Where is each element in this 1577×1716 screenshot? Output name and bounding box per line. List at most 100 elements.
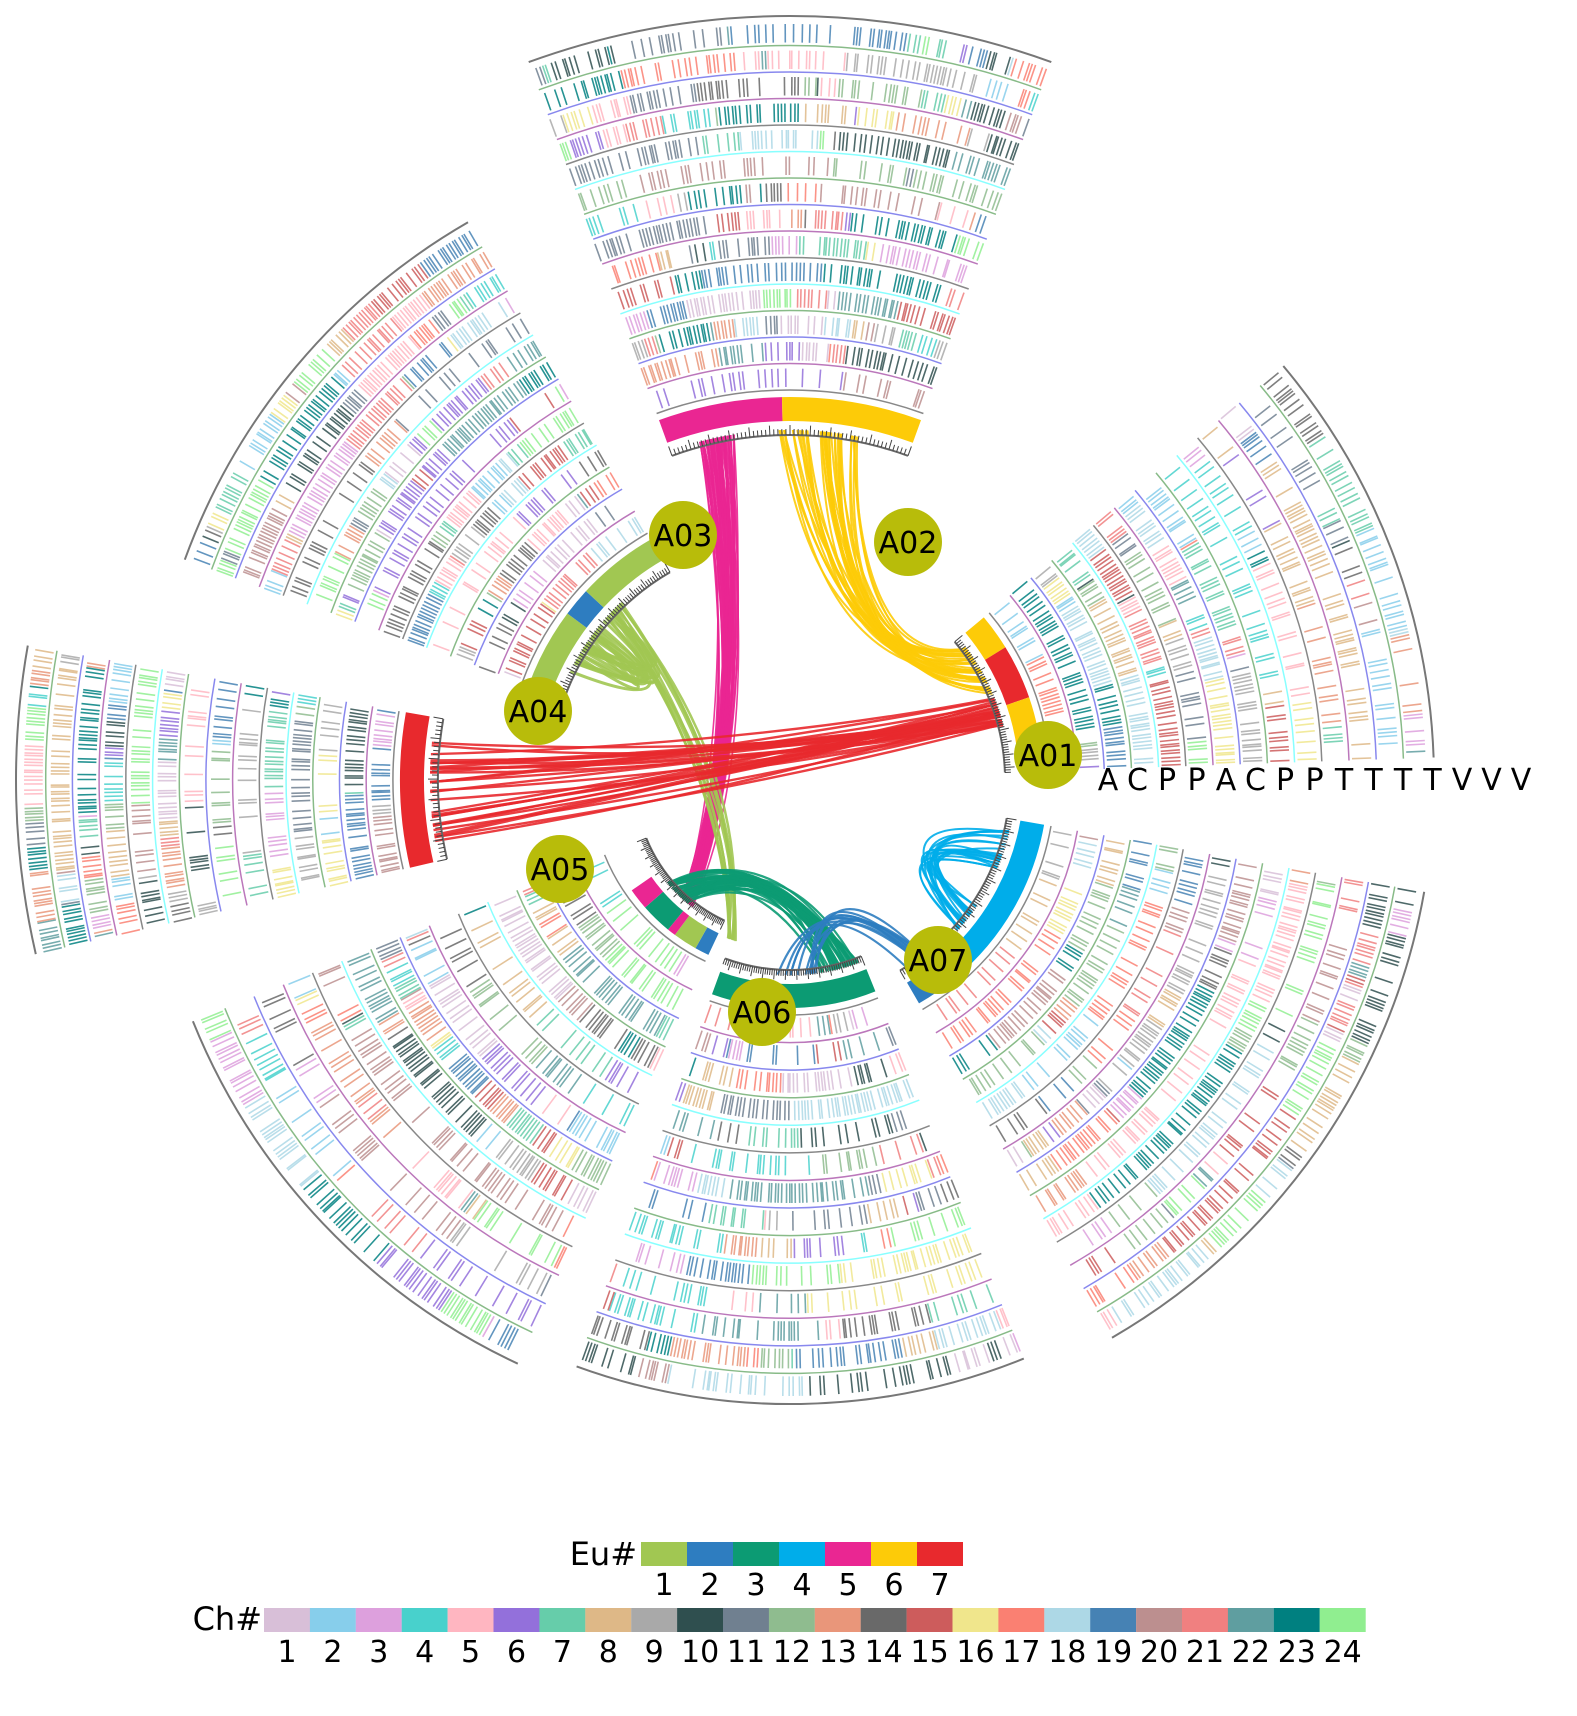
gene-mark <box>466 263 475 278</box>
gene-mark <box>742 371 744 389</box>
gene-mark <box>272 692 290 695</box>
gene-mark <box>519 590 533 600</box>
gene-mark <box>24 762 43 763</box>
gene-mark <box>159 821 178 822</box>
gene-mark <box>928 1188 934 1207</box>
gene-mark <box>868 1204 872 1223</box>
gene-mark <box>25 736 44 737</box>
gene-mark <box>859 1036 864 1055</box>
gene-mark <box>600 1057 613 1077</box>
gene-mark <box>353 473 367 483</box>
gene-mark <box>738 1264 740 1283</box>
gene-mark <box>774 316 775 335</box>
gene-mark <box>904 33 907 51</box>
gene-mark <box>162 703 181 705</box>
gene-mark <box>258 432 273 442</box>
gene-mark <box>136 699 155 701</box>
gene-mark <box>814 316 815 334</box>
gene-mark <box>760 1155 762 1175</box>
gene-mark <box>935 1186 942 1204</box>
gene-mark <box>817 263 818 282</box>
gene-mark <box>279 495 294 504</box>
gene-mark <box>1265 592 1283 599</box>
gene-mark <box>81 709 100 711</box>
gene-mark <box>595 512 605 526</box>
gene-mark <box>85 878 104 881</box>
gene-mark <box>820 1238 821 1258</box>
gene-mark <box>1295 467 1312 477</box>
gene-mark <box>79 738 98 739</box>
gene-mark <box>873 1032 879 1051</box>
gene-mark <box>377 1204 393 1221</box>
gene-mark <box>685 355 689 373</box>
gene-mark <box>723 160 725 178</box>
gene-mark <box>917 1134 924 1152</box>
gene-mark <box>850 1262 852 1281</box>
gene-mark <box>720 161 722 179</box>
gene-mark <box>915 307 920 325</box>
gene-mark <box>731 26 733 45</box>
gene-mark <box>391 971 412 982</box>
gene-mark <box>553 1175 565 1195</box>
gene-mark <box>994 165 1000 183</box>
tick-mark <box>753 431 754 437</box>
gene-mark <box>1011 626 1027 637</box>
gene-mark <box>240 461 255 470</box>
tick-mark <box>861 956 865 965</box>
tick-mark <box>660 571 663 576</box>
gene-mark <box>1292 703 1311 706</box>
gene-mark <box>896 220 900 238</box>
gene-mark <box>212 751 231 752</box>
gene-mark <box>599 1019 613 1038</box>
gene-mark <box>828 105 829 124</box>
tick-mark <box>772 969 773 975</box>
gene-mark <box>190 695 209 698</box>
gene-mark <box>291 527 307 535</box>
gene-mark <box>446 1096 463 1112</box>
gene-mark <box>757 1320 758 1340</box>
gene-mark <box>1342 566 1360 573</box>
gene-mark <box>804 263 805 282</box>
gene-mark <box>480 937 501 948</box>
gene-mark <box>592 1052 605 1071</box>
gene-mark <box>1203 584 1221 592</box>
gene-mark <box>287 1155 306 1169</box>
tick-mark <box>767 969 768 975</box>
gene-mark <box>487 1048 504 1064</box>
gene-mark <box>670 1252 675 1271</box>
gene-mark <box>1290 581 1308 588</box>
gene-mark <box>1180 693 1199 697</box>
gene-mark <box>214 719 233 721</box>
gene-mark <box>52 735 71 736</box>
gene-mark <box>776 1266 777 1286</box>
gene-mark <box>291 796 310 797</box>
gene-mark <box>136 861 155 863</box>
gene-mark <box>1012 628 1028 638</box>
gene-mark <box>496 429 507 442</box>
gene-mark <box>51 812 70 813</box>
gene-mark <box>516 987 534 1002</box>
gene-mark <box>824 264 825 283</box>
gene-mark <box>1323 727 1342 729</box>
gene-mark <box>1212 714 1231 717</box>
gene-mark <box>698 1117 703 1136</box>
gene-mark <box>854 80 856 98</box>
gene-mark <box>1098 616 1115 625</box>
gene-mark <box>735 1097 738 1116</box>
gene-mark <box>618 292 624 309</box>
gene-mark <box>621 915 639 931</box>
gene-mark <box>417 561 432 570</box>
gene-mark <box>481 283 490 298</box>
gene-mark <box>823 1127 825 1147</box>
gene-mark <box>106 732 125 733</box>
gene-mark <box>819 290 820 309</box>
gene-mark <box>29 865 48 867</box>
gene-mark <box>628 521 637 536</box>
gene-mark <box>956 264 962 282</box>
gene-mark <box>725 107 727 125</box>
gene-mark <box>776 1156 777 1176</box>
gene-mark <box>443 622 459 629</box>
gene-mark <box>1405 731 1424 733</box>
gene-mark <box>805 183 806 202</box>
tick-mark <box>1005 767 1015 768</box>
